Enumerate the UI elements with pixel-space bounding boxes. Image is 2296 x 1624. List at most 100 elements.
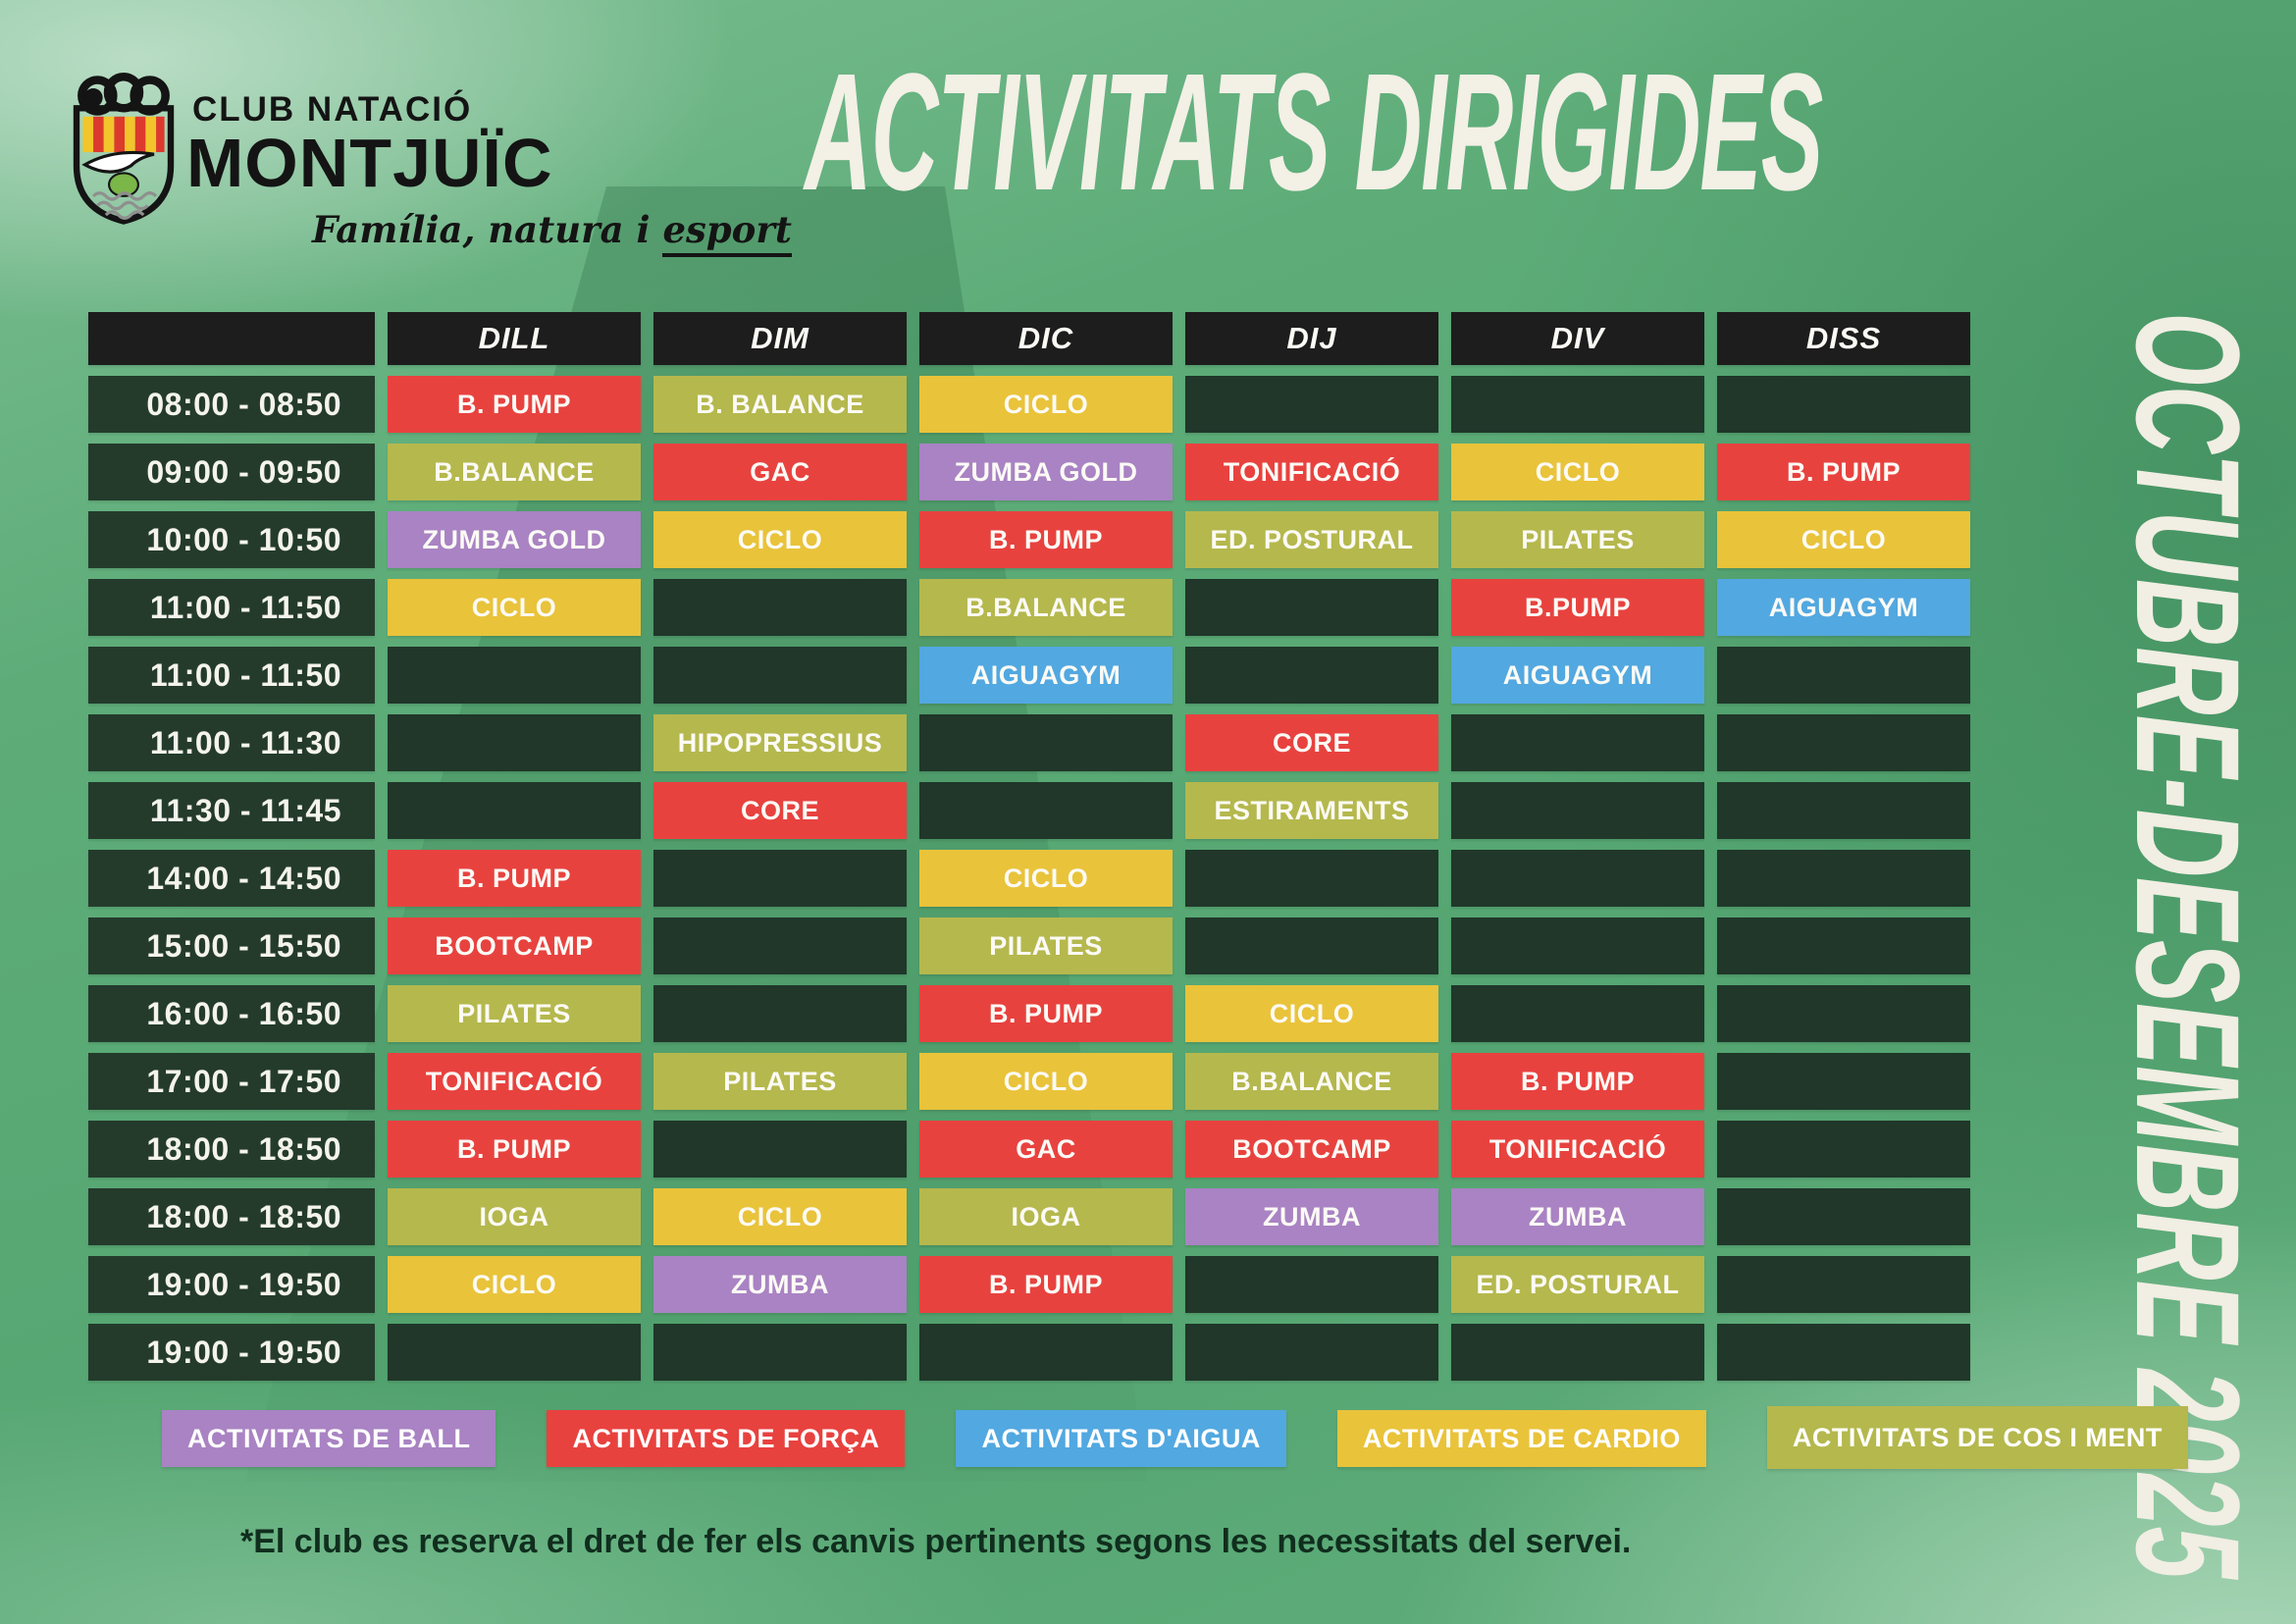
schedule-cell: ZUMBA GOLD bbox=[388, 511, 641, 568]
time-slot: 11:00 - 11:30 bbox=[88, 714, 375, 771]
schedule-cell bbox=[1717, 1053, 1970, 1110]
time-slot: 19:00 - 19:50 bbox=[88, 1324, 375, 1381]
legend-item-aigua: ACTIVITATS D'AIGUA bbox=[956, 1410, 1286, 1467]
club-name-line1: CLUB NATACIÓ bbox=[192, 90, 473, 129]
schedule-cell: B. PUMP bbox=[388, 850, 641, 907]
schedule-cell: ZUMBA GOLD bbox=[919, 444, 1173, 500]
schedule-cell bbox=[919, 1324, 1173, 1381]
schedule-cell: CORE bbox=[1185, 714, 1438, 771]
time-slot: 17:00 - 17:50 bbox=[88, 1053, 375, 1110]
club-name-line2: MONTJUÏC bbox=[186, 125, 553, 201]
schedule-cell bbox=[1185, 850, 1438, 907]
legend-item-cosment: ACTIVITATS DE COS I MENT bbox=[1766, 1406, 2188, 1469]
schedule-cell: AIGUAGYM bbox=[919, 647, 1173, 704]
schedule-cell: IOGA bbox=[919, 1188, 1173, 1245]
schedule-cell bbox=[1717, 917, 1970, 974]
page-title: ACTIVITATS DIRIGIDES bbox=[805, 39, 1823, 226]
schedule-cell: ZUMBA bbox=[1451, 1188, 1704, 1245]
schedule-cell: CICLO bbox=[919, 850, 1173, 907]
schedule-cell bbox=[1185, 1256, 1438, 1313]
tagline-underlined-word: esport bbox=[662, 208, 792, 257]
schedule-cell bbox=[1451, 714, 1704, 771]
schedule-cell: PILATES bbox=[653, 1053, 907, 1110]
day-header-diss: DISS bbox=[1717, 312, 1970, 365]
schedule-cell: B.BALANCE bbox=[388, 444, 641, 500]
schedule-cell: GAC bbox=[653, 444, 907, 500]
corner-cell bbox=[88, 312, 375, 365]
schedule-cell bbox=[388, 1324, 641, 1381]
schedule-cell: PILATES bbox=[1451, 511, 1704, 568]
schedule-cell: BOOTCAMP bbox=[388, 917, 641, 974]
schedule-cell: PILATES bbox=[919, 917, 1173, 974]
schedule-cell: CICLO bbox=[388, 579, 641, 636]
schedule-cell bbox=[1717, 1256, 1970, 1313]
schedule-cell: B. PUMP bbox=[1717, 444, 1970, 500]
day-header-div: DIV bbox=[1451, 312, 1704, 365]
schedule-cell bbox=[1451, 1324, 1704, 1381]
schedule-cell: B. PUMP bbox=[388, 376, 641, 433]
schedule-cell bbox=[1717, 1324, 1970, 1381]
schedule-cell bbox=[1717, 850, 1970, 907]
legend: ACTIVITATS DE BALL ACTIVITATS DE FORÇA A… bbox=[162, 1406, 2188, 1469]
schedule-cell: ZUMBA bbox=[1185, 1188, 1438, 1245]
schedule-cell: CICLO bbox=[1451, 444, 1704, 500]
schedule-table: DILL DIM DIC DIJ DIV DISS 08:00 - 08:50 … bbox=[88, 312, 1970, 1381]
schedule-cell bbox=[1717, 782, 1970, 839]
time-slot: 14:00 - 14:50 bbox=[88, 850, 375, 907]
schedule-cell: ED. POSTURAL bbox=[1451, 1256, 1704, 1313]
schedule-cell: B. PUMP bbox=[919, 985, 1173, 1042]
schedule-cell bbox=[388, 782, 641, 839]
schedule-cell: B. PUMP bbox=[919, 1256, 1173, 1313]
schedule-cell bbox=[653, 1324, 907, 1381]
club-crest-logo bbox=[73, 73, 175, 225]
schedule-cell: TONIFICACIÓ bbox=[1185, 444, 1438, 500]
day-header-dill: DILL bbox=[388, 312, 641, 365]
schedule-cell bbox=[653, 1121, 907, 1178]
schedule-cell bbox=[1717, 1121, 1970, 1178]
schedule-cell: B. PUMP bbox=[388, 1121, 641, 1178]
schedule-cell: ESTIRAMENTS bbox=[1185, 782, 1438, 839]
schedule-cell bbox=[1185, 376, 1438, 433]
time-slot: 11:30 - 11:45 bbox=[88, 782, 375, 839]
time-slot: 16:00 - 16:50 bbox=[88, 985, 375, 1042]
schedule-cell bbox=[1717, 714, 1970, 771]
schedule-cell: B. BALANCE bbox=[653, 376, 907, 433]
time-slot: 19:00 - 19:50 bbox=[88, 1256, 375, 1313]
time-slot: 10:00 - 10:50 bbox=[88, 511, 375, 568]
schedule-cell bbox=[653, 917, 907, 974]
schedule-cell bbox=[1717, 985, 1970, 1042]
schedule-cell: CICLO bbox=[919, 1053, 1173, 1110]
period-label: OCTUBRE-DESEMBRE 2025 bbox=[2106, 312, 2270, 1579]
schedule-cell bbox=[653, 985, 907, 1042]
schedule-cell: GAC bbox=[919, 1121, 1173, 1178]
schedule-cell: B. PUMP bbox=[1451, 1053, 1704, 1110]
schedule-cell: B.BALANCE bbox=[919, 579, 1173, 636]
schedule-cell bbox=[1451, 376, 1704, 433]
schedule-cell bbox=[919, 714, 1173, 771]
footnote: *El club es reserva el dret de fer els c… bbox=[240, 1523, 1632, 1560]
schedule-cell: PILATES bbox=[388, 985, 641, 1042]
schedule-cell: BOOTCAMP bbox=[1185, 1121, 1438, 1178]
schedule-cell bbox=[1451, 782, 1704, 839]
schedule-cell bbox=[653, 647, 907, 704]
schedule-cell: B.BALANCE bbox=[1185, 1053, 1438, 1110]
schedule-cell: B. PUMP bbox=[919, 511, 1173, 568]
schedule-cell: ED. POSTURAL bbox=[1185, 511, 1438, 568]
schedule-cell: TONIFICACIÓ bbox=[388, 1053, 641, 1110]
schedule-cell: CICLO bbox=[1185, 985, 1438, 1042]
schedule-cell bbox=[1185, 579, 1438, 636]
schedule-cell: TONIFICACIÓ bbox=[1451, 1121, 1704, 1178]
time-slot: 11:00 - 11:50 bbox=[88, 647, 375, 704]
time-slot: 18:00 - 18:50 bbox=[88, 1188, 375, 1245]
schedule-cell: CICLO bbox=[388, 1256, 641, 1313]
schedule-cell bbox=[1451, 850, 1704, 907]
schedule-cell bbox=[1451, 985, 1704, 1042]
schedule-cell: CORE bbox=[653, 782, 907, 839]
schedule-cell: AIGUAGYM bbox=[1451, 647, 1704, 704]
schedule-cell bbox=[1185, 917, 1438, 974]
time-slot: 11:00 - 11:50 bbox=[88, 579, 375, 636]
schedule-cell: CICLO bbox=[653, 1188, 907, 1245]
schedule-cell bbox=[1451, 917, 1704, 974]
schedule-cell: IOGA bbox=[388, 1188, 641, 1245]
